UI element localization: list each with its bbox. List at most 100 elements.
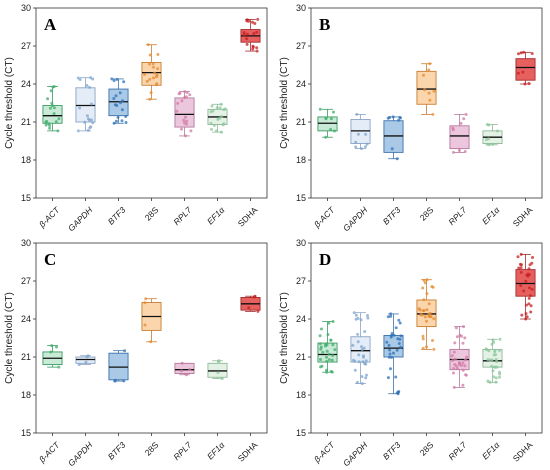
x-category-label: RPL7 — [446, 205, 468, 227]
data-point — [188, 368, 192, 371]
data-point — [151, 65, 155, 69]
data-point — [462, 325, 466, 329]
data-point — [333, 348, 337, 352]
data-point — [253, 22, 257, 25]
data-point — [398, 115, 402, 119]
x-category-label: EF1α — [480, 439, 502, 461]
box-1 — [75, 354, 96, 367]
data-point — [253, 295, 256, 299]
data-point — [530, 52, 534, 55]
data-point — [529, 310, 533, 314]
data-point — [78, 78, 82, 81]
data-point — [366, 316, 370, 320]
data-point — [389, 312, 393, 316]
y-tick-label: 21 — [296, 117, 306, 127]
y-tick-label: 24 — [21, 79, 31, 89]
box-1 — [75, 76, 96, 133]
data-point — [52, 106, 56, 110]
data-point — [360, 375, 364, 379]
data-point — [494, 380, 498, 384]
data-point — [112, 121, 116, 125]
data-point — [91, 77, 95, 81]
data-point — [455, 366, 459, 370]
data-point — [360, 382, 364, 386]
x-category-label: β-ACT — [36, 204, 62, 230]
data-point — [521, 70, 525, 74]
box-0 — [317, 320, 338, 374]
data-point — [485, 142, 489, 146]
data-point — [333, 129, 336, 133]
data-point — [255, 49, 259, 53]
data-point — [488, 358, 492, 362]
data-point — [386, 376, 390, 380]
y-axis-label: Cycle threshold (CT) — [279, 57, 290, 149]
y-tick-label: 18 — [296, 390, 306, 400]
data-point — [118, 91, 122, 95]
x-category-label: EF1α — [205, 439, 227, 461]
data-point — [188, 93, 192, 97]
data-point — [55, 345, 58, 349]
y-tick-label: 30 — [296, 238, 306, 248]
data-point — [116, 115, 120, 119]
x-category-label: β-ACT — [311, 204, 337, 230]
data-point — [464, 373, 468, 377]
box-5 — [482, 337, 503, 384]
x-category-label: RPL7 — [446, 440, 468, 462]
data-point — [519, 266, 523, 270]
data-point — [432, 347, 436, 351]
data-point — [398, 337, 402, 341]
box-3 — [141, 297, 162, 344]
y-tick-label: 27 — [296, 41, 306, 51]
box-4 — [449, 112, 470, 154]
data-point — [319, 347, 323, 351]
data-point — [366, 314, 369, 317]
data-point — [318, 107, 322, 111]
data-point — [432, 317, 436, 321]
data-point — [492, 340, 496, 344]
x-category-label: SDHA — [511, 205, 535, 229]
data-point — [325, 355, 328, 359]
data-point — [431, 339, 434, 342]
data-point — [495, 129, 499, 133]
data-point — [432, 89, 436, 93]
box-6 — [515, 50, 536, 86]
data-point — [524, 279, 528, 283]
data-point — [184, 95, 188, 99]
box-iqr — [416, 70, 437, 105]
panel-letter: C — [44, 250, 56, 269]
data-point — [527, 267, 531, 271]
data-point — [425, 308, 429, 312]
data-point — [319, 358, 322, 361]
data-point — [351, 343, 355, 347]
y-tick-label: 27 — [21, 41, 31, 51]
data-point — [120, 119, 124, 123]
data-point — [429, 315, 433, 319]
box-6 — [240, 17, 261, 53]
data-point — [176, 101, 180, 105]
data-point — [175, 109, 179, 113]
data-point — [218, 106, 222, 110]
data-point — [77, 363, 81, 367]
y-tick-label: 30 — [21, 3, 31, 13]
box-iqr — [350, 336, 371, 363]
data-point — [355, 112, 359, 116]
data-point — [519, 252, 523, 256]
data-point — [361, 360, 365, 364]
data-point — [354, 145, 358, 149]
data-point — [463, 364, 467, 368]
data-point — [332, 110, 335, 114]
data-point — [497, 349, 501, 352]
data-point — [49, 350, 53, 354]
data-point — [487, 137, 491, 141]
data-point — [427, 302, 431, 306]
data-point — [518, 262, 522, 266]
y-tick-label: 18 — [296, 155, 306, 165]
data-point — [331, 354, 335, 357]
data-point — [220, 115, 224, 119]
data-point — [453, 357, 457, 361]
box-iqr — [515, 58, 536, 81]
data-point — [56, 129, 60, 133]
data-point — [519, 51, 523, 55]
data-point — [451, 150, 455, 154]
data-point — [430, 285, 434, 289]
